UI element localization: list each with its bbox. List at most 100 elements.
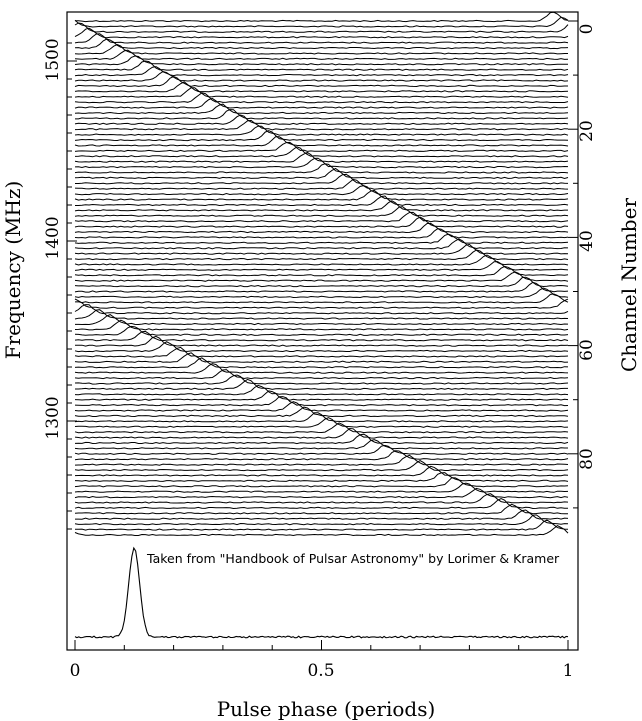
axis-ticks (67, 20, 578, 650)
channel-trace (74, 189, 569, 201)
channel-trace (74, 422, 569, 434)
channel-trace (74, 406, 569, 418)
y-tick-label-left: 1500 (43, 38, 63, 81)
channel-trace (74, 341, 569, 353)
x-tick-label: 1 (563, 661, 574, 681)
channel-trace (74, 222, 569, 234)
channel-trace (74, 16, 569, 28)
channel-trace (74, 390, 569, 401)
channel-trace (74, 325, 569, 336)
channel-trace (74, 178, 569, 190)
channel-trace (75, 109, 569, 120)
channel-trace (74, 374, 569, 385)
channel-trace (74, 330, 569, 342)
channel-trace (75, 195, 569, 207)
channel-trace (74, 70, 569, 82)
y-tick-label-right: 60 (577, 339, 597, 361)
channel-trace (74, 519, 569, 531)
channel-trace (74, 27, 569, 39)
integrated-profile-line (74, 546, 569, 639)
channel-trace (74, 211, 569, 223)
channel-trace (74, 439, 568, 450)
channel-trace (74, 103, 569, 115)
channel-trace (74, 427, 569, 439)
channel-trace (74, 238, 569, 250)
channel-trace (74, 276, 569, 288)
channel-trace (74, 357, 569, 369)
channel-trace (74, 369, 569, 380)
channel-trace (74, 412, 569, 423)
channel-trace (74, 346, 569, 358)
channel-trace (74, 97, 569, 109)
channel-trace (74, 472, 569, 482)
channel-trace (74, 514, 569, 526)
channel-trace (74, 75, 568, 88)
left-axis-title: Frequency (MHz) (1, 181, 25, 360)
channel-trace (75, 509, 569, 520)
channel-trace (74, 482, 569, 493)
channel-trace (74, 11, 569, 23)
y-tick-label-left: 1300 (43, 396, 63, 439)
channel-trace (74, 243, 569, 255)
channel-trace (74, 363, 569, 374)
channel-trace (75, 378, 568, 391)
channel-trace (74, 216, 569, 228)
channel-trace (74, 433, 569, 445)
channel-trace (74, 119, 569, 131)
channel-trace (74, 335, 569, 347)
channel-trace (75, 173, 569, 185)
y-tick-label-left: 1400 (43, 216, 63, 259)
channel-trace (74, 503, 568, 515)
channel-trace (74, 185, 569, 196)
channel-trace (74, 417, 569, 428)
channel-trace (74, 228, 569, 239)
channel-trace (74, 261, 569, 271)
channel-trace (74, 114, 569, 125)
y-tick-label-right: 20 (577, 120, 597, 142)
channel-trace (74, 254, 569, 266)
source-annotation: Taken from "Handbook of Pulsar Astronomy… (146, 551, 560, 566)
channel-trace (74, 125, 569, 136)
x-axis-title: Pulse phase (periods) (217, 697, 436, 721)
channel-trace (74, 200, 568, 212)
channel-trace (74, 49, 569, 60)
channel-trace (74, 384, 569, 396)
channel-trace (74, 163, 569, 174)
channel-trace (74, 141, 569, 152)
channel-trace (74, 233, 569, 244)
channel-trace (74, 525, 569, 537)
channel-trace (74, 477, 569, 488)
channel-trace (74, 33, 569, 44)
channel-trace (74, 136, 569, 147)
channel-trace (74, 66, 569, 77)
channel-trace (74, 401, 569, 412)
channel-trace (75, 314, 569, 326)
channel-trace (74, 281, 569, 293)
x-tick-label: 0.5 (307, 661, 334, 681)
y-tick-label-right: 80 (577, 448, 597, 470)
channel-trace (74, 130, 569, 142)
channel-trace (74, 487, 569, 499)
y-tick-label-right: 40 (577, 230, 597, 252)
channel-trace (74, 498, 569, 510)
channel-trace (74, 206, 569, 217)
channel-trace (74, 460, 569, 472)
channel-trace (74, 493, 569, 504)
channel-trace (74, 22, 569, 33)
channel-trace (74, 309, 569, 320)
channel-trace (74, 146, 569, 158)
channel-trace (74, 319, 569, 331)
channel-trace (74, 167, 569, 180)
channel-trace (74, 450, 569, 461)
channel-trace (74, 465, 569, 477)
channel-trace (74, 265, 569, 277)
channel-trace (74, 298, 569, 309)
right-axis-title: Channel Number (617, 198, 641, 372)
channel-traces (74, 11, 569, 639)
x-tick-label: 0 (70, 661, 81, 681)
channel-trace (74, 92, 569, 104)
channel-trace (74, 444, 569, 455)
channel-trace (74, 81, 569, 93)
channel-trace (74, 304, 569, 315)
